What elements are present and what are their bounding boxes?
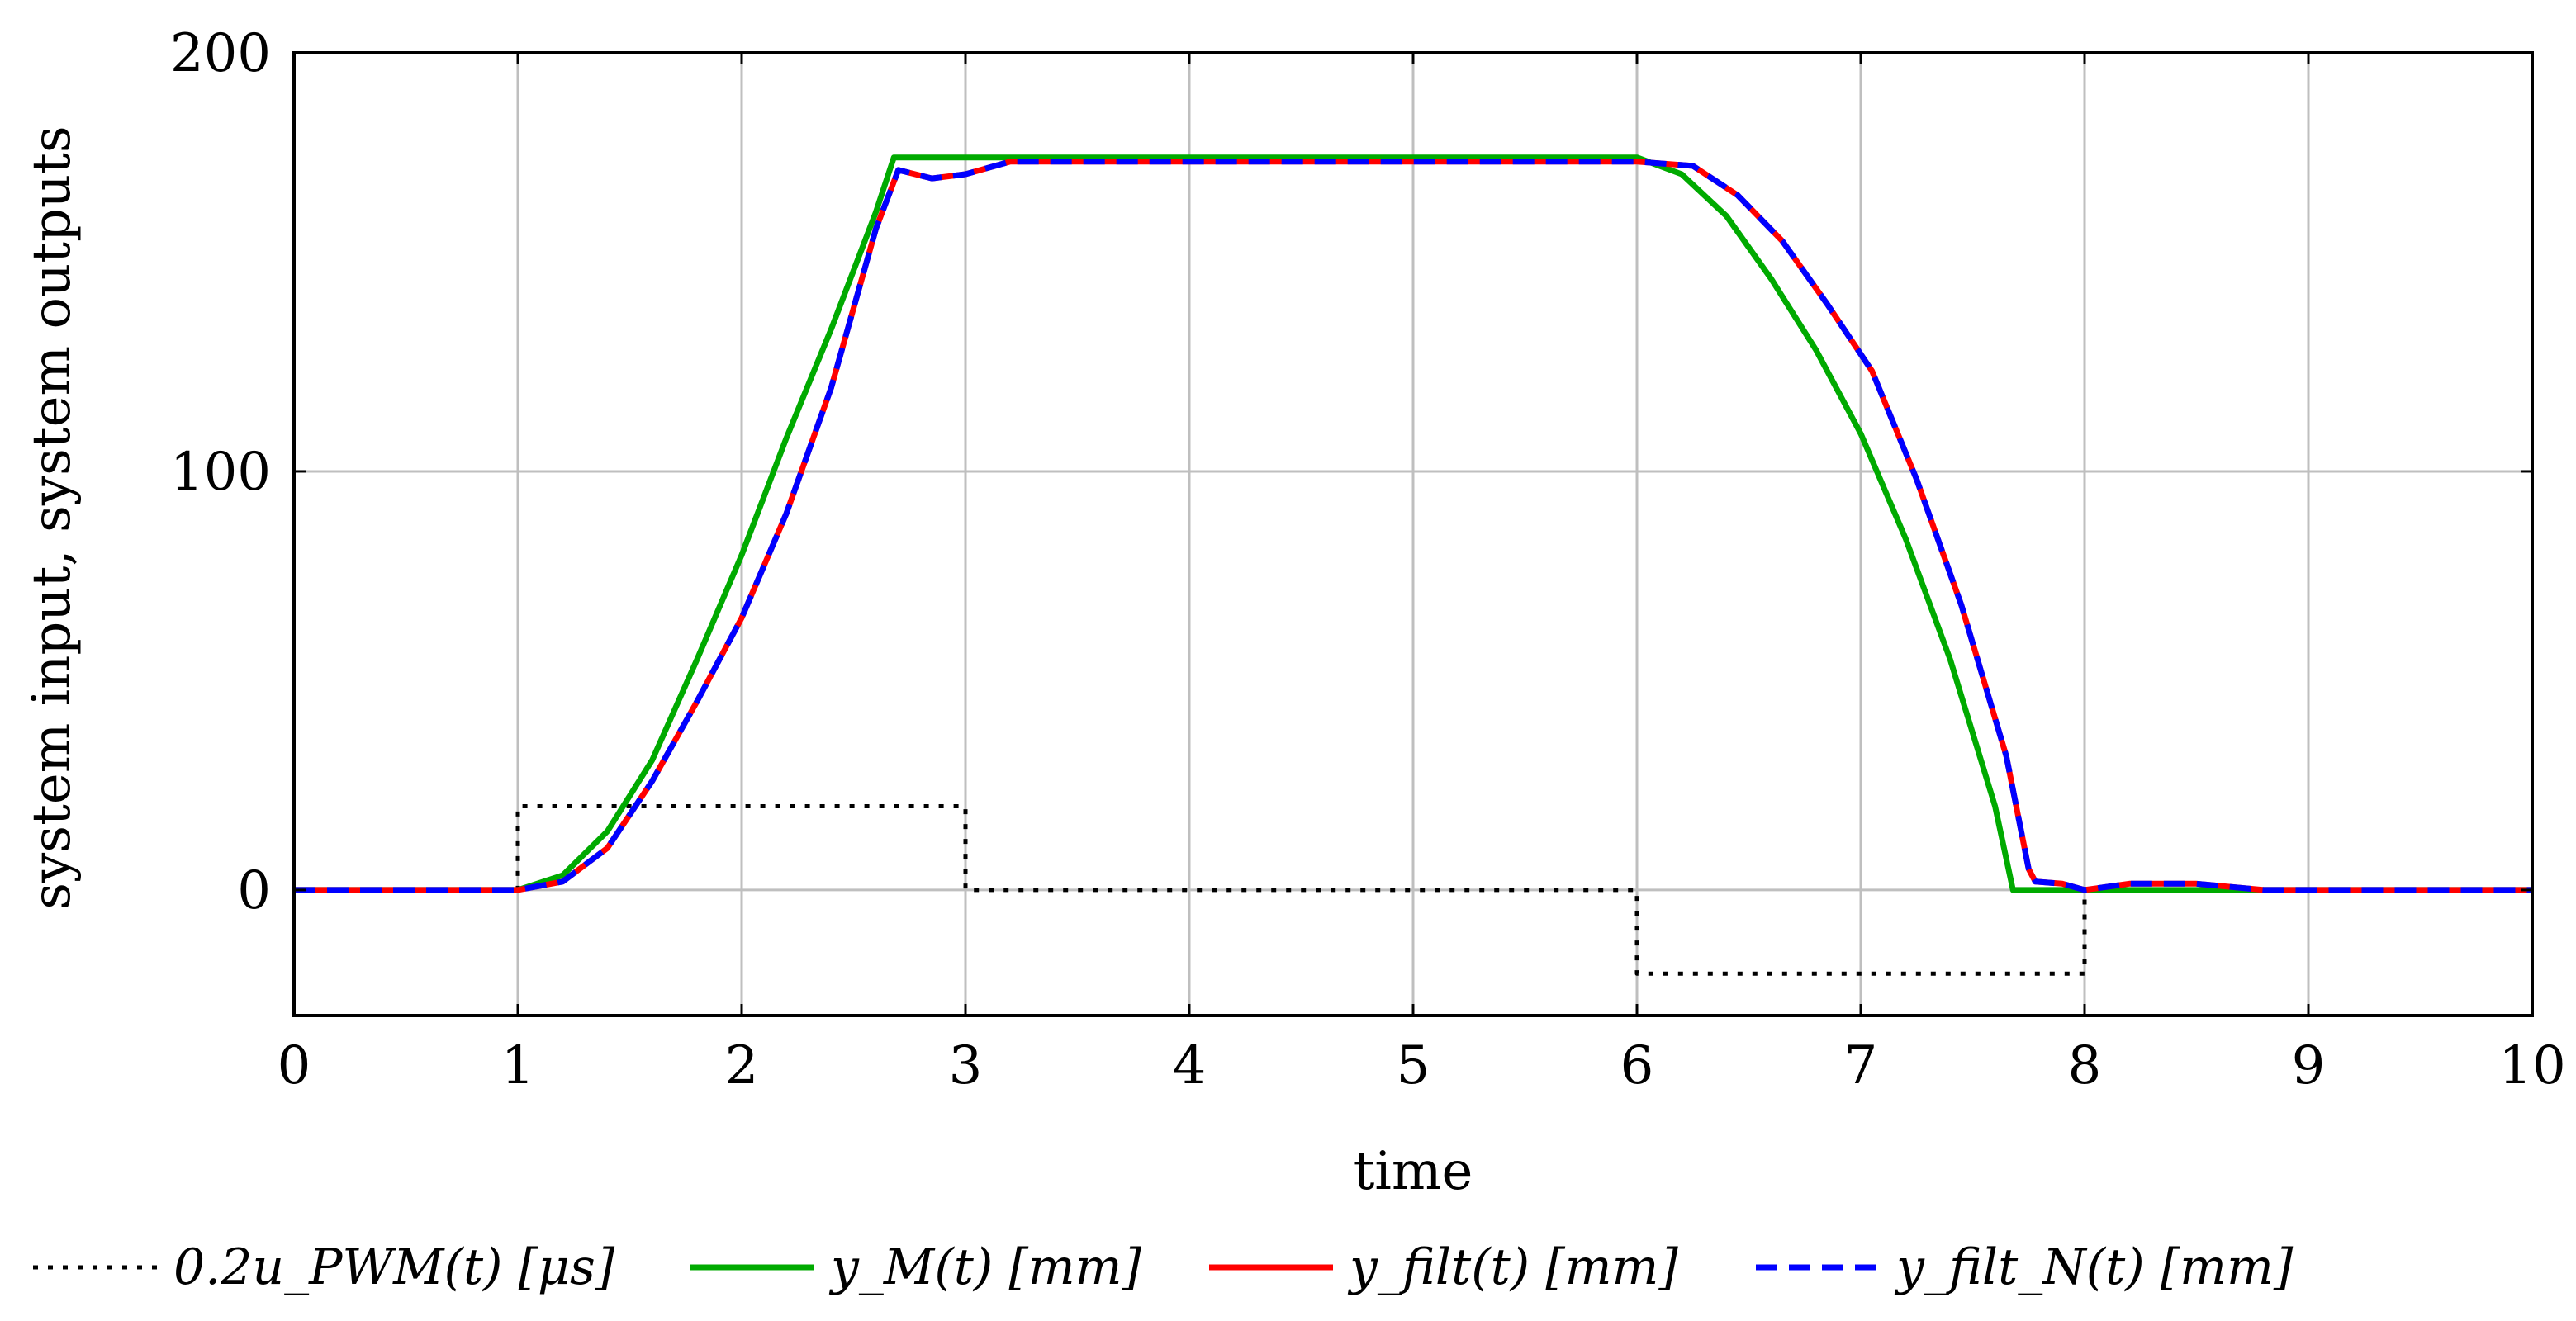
grid bbox=[292, 51, 2534, 1016]
legend-label-1: y_M(t) [mm] bbox=[828, 1238, 1142, 1296]
x-tick-label: 1 bbox=[501, 1035, 535, 1096]
series-line-1 bbox=[294, 154, 2532, 893]
legend-label-0: 0.2u_PWM(t) [μs] bbox=[173, 1238, 615, 1296]
y-tick-label: 100 bbox=[170, 442, 271, 503]
y-axis-title: system input, system outputs bbox=[21, 125, 83, 909]
legend-label-3: y_filt_N(t) [mm] bbox=[1894, 1238, 2294, 1296]
legend-label-2: y_filt(t) [mm] bbox=[1347, 1238, 1678, 1296]
x-tick-label: 3 bbox=[949, 1035, 983, 1096]
x-tick-label: 10 bbox=[2498, 1035, 2565, 1096]
x-tick-label: 2 bbox=[725, 1035, 759, 1096]
y-tick-label: 0 bbox=[237, 860, 271, 921]
x-tick-label: 7 bbox=[1844, 1035, 1878, 1096]
x-axis-title: time bbox=[1354, 1141, 1473, 1202]
x-tick-label: 0 bbox=[278, 1035, 311, 1096]
x-tick-label: 5 bbox=[1397, 1035, 1430, 1096]
x-tick-label: 6 bbox=[1620, 1035, 1654, 1096]
series-line-3 bbox=[294, 159, 2532, 893]
x-tick-label: 4 bbox=[1173, 1035, 1207, 1096]
x-tick-label: 8 bbox=[2068, 1035, 2102, 1096]
y-tick-label: 200 bbox=[170, 23, 271, 84]
legend: 0.2u_PWM(t) [μs] y_M(t) [mm] y_filt(t) [mm… bbox=[33, 1238, 2294, 1296]
x-tick-label: 9 bbox=[2292, 1035, 2326, 1096]
series-line-0 bbox=[294, 804, 2532, 976]
series-layer bbox=[294, 154, 2532, 976]
